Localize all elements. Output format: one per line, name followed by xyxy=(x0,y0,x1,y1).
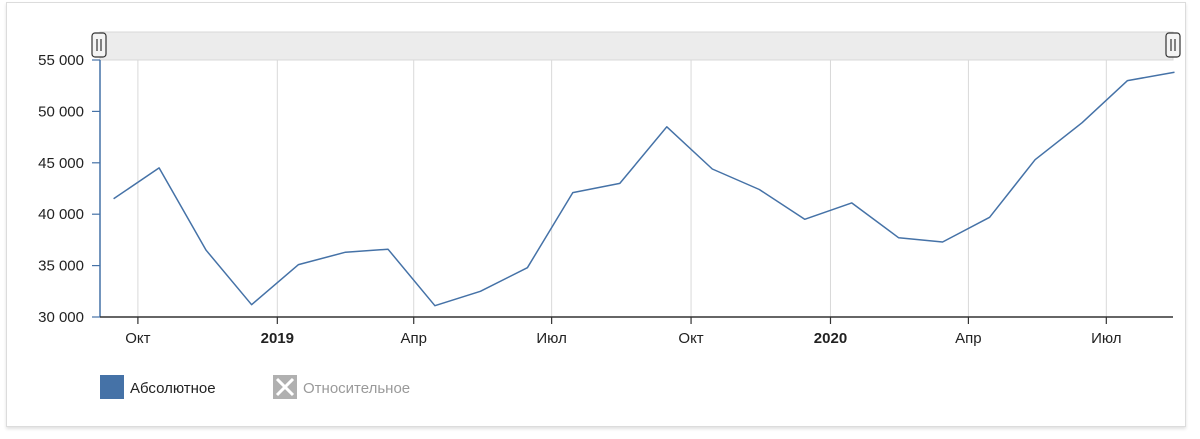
data-point[interactable] xyxy=(848,199,856,207)
navigator-handle-right[interactable] xyxy=(1165,32,1181,58)
legend-label-relative: Относительное xyxy=(303,380,410,397)
x-tick-label: Июл xyxy=(536,330,566,347)
disabled-x-icon-stroke xyxy=(275,377,295,397)
data-point[interactable] xyxy=(1124,77,1132,85)
data-point[interactable] xyxy=(110,195,118,203)
grid-lines xyxy=(137,60,1107,317)
legend-item-relative[interactable]: Относительное xyxy=(273,375,410,399)
navigator-handle-left[interactable] xyxy=(91,32,107,58)
legend-item-absolute[interactable]: Абсолютное xyxy=(100,375,216,399)
data-point[interactable] xyxy=(295,261,303,269)
legend: Абсолютное Относительное xyxy=(100,375,410,399)
x-tick-label: Окт xyxy=(125,330,150,347)
y-tick-label: 55 000 xyxy=(38,52,84,69)
data-point[interactable] xyxy=(986,213,994,221)
data-point[interactable] xyxy=(616,179,624,187)
data-point[interactable] xyxy=(342,248,350,256)
legend-label-absolute: Абсолютное xyxy=(130,380,216,397)
data-point[interactable] xyxy=(939,238,947,246)
data-point[interactable] xyxy=(476,287,484,295)
x-tick-label: Апр xyxy=(400,330,426,347)
chart-frame xyxy=(6,2,1186,427)
x-tick-label: Окт xyxy=(678,330,703,347)
x-tick-label: 2019 xyxy=(261,330,294,347)
data-point[interactable] xyxy=(202,246,210,254)
series-layer xyxy=(110,68,1179,310)
data-point[interactable] xyxy=(384,245,392,253)
data-point[interactable] xyxy=(431,302,439,310)
data-point[interactable] xyxy=(663,123,671,131)
legend-swatch-absolute xyxy=(100,375,124,399)
x-tick-label: Апр xyxy=(955,330,981,347)
data-point[interactable] xyxy=(708,165,716,173)
data-point[interactable] xyxy=(755,186,763,194)
x-axis: Окт 2019 Апр Июл Окт 2020 Апр Июл xyxy=(125,317,1122,347)
y-tick-label: 35 000 xyxy=(38,258,84,275)
data-point[interactable] xyxy=(895,234,903,242)
data-point[interactable] xyxy=(1078,119,1086,127)
data-point[interactable] xyxy=(1031,156,1039,164)
data-point[interactable] xyxy=(801,215,809,223)
y-tick-label: 50 000 xyxy=(38,103,84,120)
data-point[interactable] xyxy=(523,264,531,272)
data-point[interactable] xyxy=(248,301,256,309)
y-tick-label: 45 000 xyxy=(38,155,84,172)
data-point[interactable] xyxy=(1171,68,1179,76)
x-tick-label: Июл xyxy=(1091,330,1121,347)
data-point[interactable] xyxy=(155,164,163,172)
y-axis: 30 000 35 000 40 000 45 000 50 000 55 000 xyxy=(38,52,100,326)
range-navigator[interactable] xyxy=(99,31,1174,61)
y-tick-label: 40 000 xyxy=(38,206,84,223)
y-tick-label: 30 000 xyxy=(38,309,84,326)
data-point[interactable] xyxy=(569,189,577,197)
x-tick-label: 2020 xyxy=(814,330,847,347)
series-line-0[interactable] xyxy=(113,71,1175,307)
